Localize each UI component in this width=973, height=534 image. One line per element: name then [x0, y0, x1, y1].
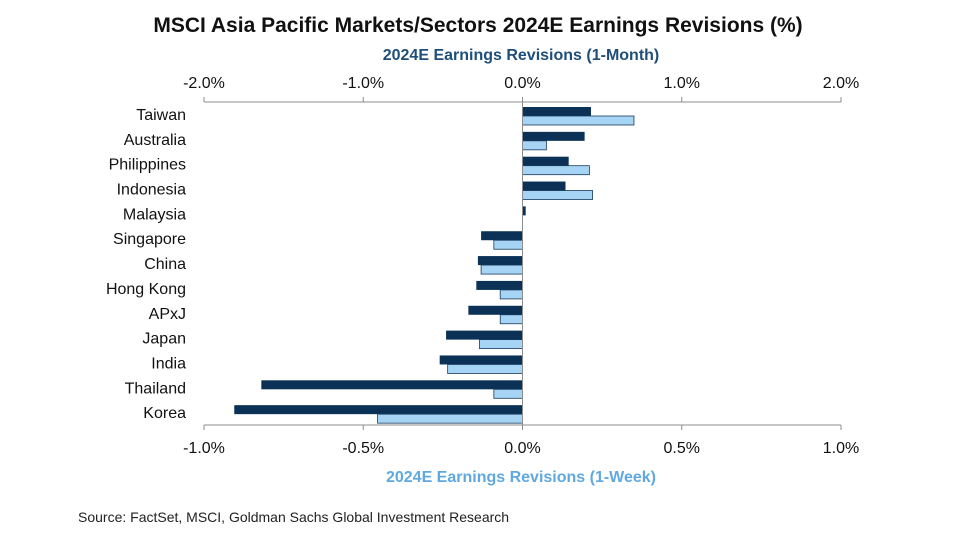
chart-title: MSCI Asia Pacific Markets/Sectors 2024E … — [153, 14, 802, 37]
bar-1-week — [493, 239, 523, 250]
category-label: APxJ — [149, 306, 186, 323]
bottom-tick-label: 0.0% — [504, 440, 540, 457]
bar-1-month — [439, 355, 523, 365]
bar-1-week — [479, 339, 523, 350]
bar-1-week — [499, 314, 523, 325]
bar-1-month — [522, 107, 591, 116]
bar-1-month — [446, 330, 523, 340]
category-label: Taiwan — [136, 107, 186, 124]
category-label: Indonesia — [117, 182, 186, 199]
category-label: Singapore — [113, 231, 186, 248]
plot-area: -2.0% -1.0% 0.0% 1.0% 2.0% -1.0% -0.5% 0.0% 0.5%… — [106, 75, 859, 457]
bar-1-week — [377, 413, 523, 424]
bar-1-month — [522, 131, 585, 141]
bar-1-week — [522, 190, 593, 200]
bar-1-month — [234, 405, 523, 415]
bar-1-week — [522, 115, 635, 126]
bar-1-month — [481, 231, 523, 241]
top-axis-title: 2024E Earnings Revisions (1-Month) — [383, 47, 660, 64]
bar-1-month — [522, 156, 569, 166]
bottom-tick-label: 1.0% — [823, 440, 859, 457]
top-tick-label: 1.0% — [664, 75, 700, 92]
bar-1-week — [493, 388, 523, 399]
category-label: India — [151, 355, 186, 372]
bar-1-week — [522, 140, 547, 151]
bar-1-month — [522, 181, 566, 191]
bottom-tick-label: 0.5% — [664, 440, 700, 457]
category-label: Hong Kong — [106, 281, 186, 298]
category-label: Philippines — [109, 157, 186, 174]
bar-1-month — [522, 206, 526, 216]
top-tick-label: -2.0% — [183, 75, 225, 92]
category-label: Korea — [143, 405, 186, 422]
category-label: China — [144, 256, 186, 273]
top-tick-label: -1.0% — [342, 75, 384, 92]
bar-1-month — [261, 380, 523, 390]
bar-1-week — [480, 264, 523, 275]
bar-1-week — [499, 289, 523, 300]
bottom-tick-label: -1.0% — [183, 440, 225, 457]
category-label: Japan — [142, 331, 186, 348]
top-tick-label: 2.0% — [823, 75, 859, 92]
category-label: Australia — [124, 132, 186, 149]
bottom-axis-title: 2024E Earnings Revisions (1-Week) — [386, 469, 656, 486]
bar-1-week — [522, 165, 590, 176]
source-note: Source: FactSet, MSCI, Goldman Sachs Glo… — [78, 509, 510, 525]
category-label: Malaysia — [123, 206, 186, 223]
bottom-tick-label: -0.5% — [342, 440, 384, 457]
bar-1-week — [447, 364, 523, 374]
top-tick-label: 0.0% — [504, 75, 540, 92]
bar-1-month — [468, 305, 523, 315]
category-label: Thailand — [125, 380, 186, 397]
bar-1-month — [476, 280, 523, 290]
bar-1-month — [477, 256, 523, 266]
